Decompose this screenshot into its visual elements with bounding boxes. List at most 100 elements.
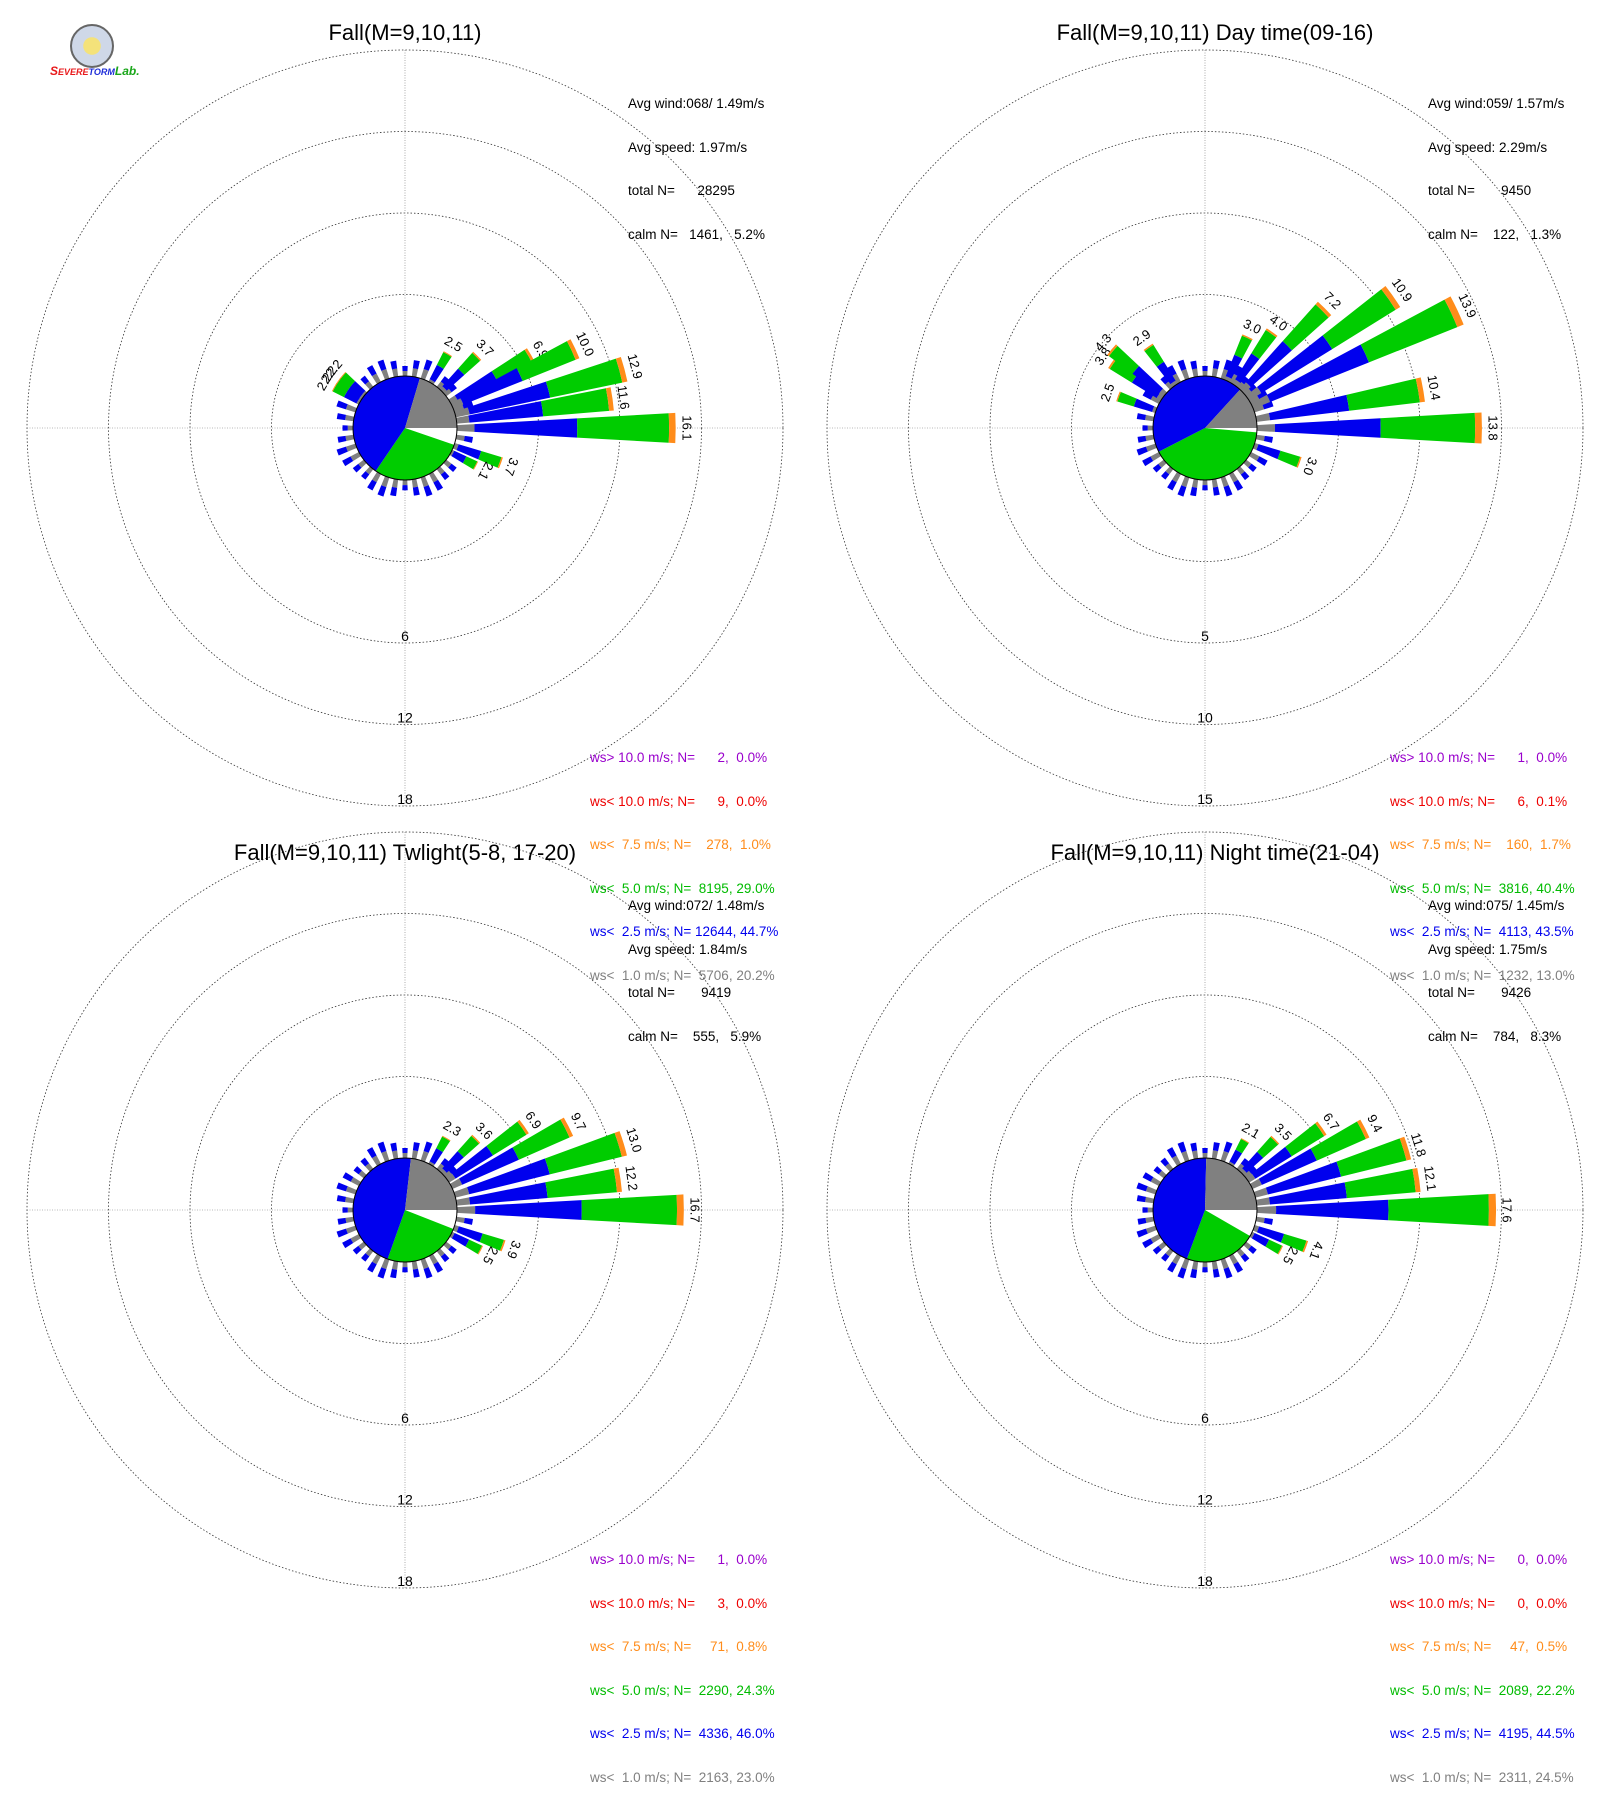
total-n: total N= 9426 [1428, 985, 1532, 1000]
spoke-segment-lt1 [1202, 1153, 1208, 1159]
spoke-segment-lt5 [1257, 1136, 1279, 1158]
spoke-segment-lt1 [372, 1253, 381, 1265]
spoke-segment-lt7_5 [517, 1119, 529, 1135]
spoke-segment-lt2_5 [1268, 394, 1350, 421]
spoke-label: 3.7 [501, 456, 521, 478]
spoke-segment-lt2_5 [1160, 1157, 1170, 1167]
spoke-segment-lt1 [1256, 1206, 1277, 1214]
spoke-segment-lt5 [1282, 304, 1329, 351]
spoke-segment-lt2_5 [442, 368, 465, 391]
legend-lt1: ws< 1.0 m/s; N= 1232, 13.0% [1390, 967, 1575, 983]
spoke-segment-lt1 [350, 1234, 362, 1244]
spoke-segment-lt2_5 [336, 446, 348, 456]
spoke-segment-lt1 [1229, 373, 1238, 385]
spoke-segment-lt2_5 [1258, 1148, 1317, 1185]
spoke-segment-lt2_5 [463, 435, 473, 443]
spoke-segment-lt7_5 [335, 377, 342, 386]
spoke-segment-lt2_5 [440, 376, 450, 385]
spoke-segment-lt1 [345, 404, 357, 413]
spoke-segment-lt1 [1181, 1151, 1190, 1162]
spoke-segment-lt5 [1117, 391, 1137, 407]
spoke-segment-lt1 [436, 1248, 445, 1257]
spoke-segment-lt2_5 [1202, 1267, 1208, 1273]
spoke-segment-lt5 [462, 456, 478, 470]
total-n: total N= 9419 [628, 985, 732, 1000]
avg-wind: Avg wind:068/ 1.49m/s [628, 96, 765, 111]
spoke-segment-lt2_5 [1190, 1142, 1198, 1152]
pie-slice-calm [1205, 428, 1257, 433]
calm-n: calm N= 1461, 5.2% [628, 226, 765, 242]
spoke-segment-lt1 [1239, 1168, 1247, 1176]
spoke-segment-lt1 [454, 407, 470, 418]
spoke-segment-lt1 [1255, 413, 1271, 422]
spoke-segment-lt7_5 [1107, 344, 1118, 357]
spoke-segment-lt2_5 [467, 1158, 550, 1195]
spoke-label: 13.0 [623, 1126, 645, 1155]
spoke-segment-lt2_5 [1177, 1267, 1187, 1279]
spoke-segment-lt2_5 [1161, 471, 1170, 480]
spoke-segment-lt1 [1202, 479, 1208, 486]
spoke-segment-lt2_5 [1152, 1245, 1162, 1255]
spoke-segment-lt1 [429, 471, 438, 483]
spoke-segment-lt2_5 [467, 381, 551, 415]
spoke-segment-lt1 [347, 425, 354, 431]
spoke-segment-lt5 [478, 451, 502, 468]
spoke-segment-lt2_5 [1202, 366, 1208, 372]
spoke-segment-lt2_5 [390, 360, 398, 370]
spoke-segment-lt2_5 [336, 413, 347, 421]
spoke-segment-lt1 [1256, 1197, 1270, 1206]
spoke-segment-lt2_5 [402, 1267, 408, 1273]
spoke-segment-lt1 [1243, 1241, 1252, 1250]
spoke-segment-lt2_5 [336, 400, 348, 410]
spoke-segment-lt2_5 [1240, 1253, 1250, 1263]
spoke-segment-lt1 [381, 1151, 390, 1162]
spoke-segment-lt2_5 [448, 463, 457, 473]
spoke-segment-lt1 [358, 1170, 367, 1179]
range-ring [908, 131, 1502, 725]
spoke-segment-lt2_5 [474, 418, 578, 438]
legend-gt10: ws> 10.0 m/s; N= 1, 0.0% [590, 1552, 768, 1567]
spoke-segment-lt2_5 [343, 390, 360, 404]
spoke-segment-lt2_5 [1276, 1199, 1389, 1221]
spoke-segment-lt1 [1165, 1248, 1174, 1257]
pie-slice-lt1 [405, 1158, 457, 1210]
spoke-segment-lt1 [443, 1241, 452, 1250]
spoke-segment-lt1 [1229, 1253, 1238, 1265]
spoke-segment-lt2_5 [454, 371, 498, 402]
spoke-segment-lt2_5 [1153, 1166, 1162, 1175]
spoke-segment-lt2_5 [352, 1245, 362, 1255]
spoke-segment-lt1 [436, 466, 445, 475]
spoke-segment-lt7_5 [1415, 377, 1425, 403]
spoke-segment-lt1 [450, 398, 464, 409]
spoke-segment-lt7_5 [1399, 1136, 1412, 1161]
spoke-segment-lt2_5 [1133, 398, 1155, 413]
spoke-segment-lt1 [402, 1261, 408, 1268]
spoke-segment-lt2_5 [342, 1172, 354, 1182]
spoke-segment-lt7_5 [615, 357, 628, 383]
spoke-segment-lt2_5 [390, 486, 398, 497]
spoke-segment-lt2_5 [456, 1226, 483, 1242]
spoke-segment-lt5 [1322, 289, 1396, 350]
ring-label: 10 [1197, 710, 1213, 726]
spoke-segment-lt1 [1158, 1241, 1167, 1250]
spoke-segment-lt1 [365, 381, 374, 390]
spoke-segment-lt2_5 [1167, 1261, 1177, 1273]
spoke-segment-lt2_5 [337, 435, 347, 443]
spoke-segment-lt7_5 [331, 383, 338, 392]
wind-stats: Avg wind:075/ 1.45m/s Avg speed: 1.75m/s… [1428, 870, 1564, 1073]
spoke-segment-lt2_5 [1167, 479, 1177, 491]
spoke-segment-lt2_5 [1233, 479, 1244, 491]
spoke-segment-lt7_5 [1116, 391, 1121, 402]
pie-outline [1152, 1157, 1258, 1263]
pie-slice-lt2_5 [1153, 1158, 1207, 1259]
spoke-segment-lt2_5 [1240, 471, 1250, 481]
spoke-segment-lt1 [1220, 1150, 1229, 1162]
spoke-segment-lt7_5 [1277, 1245, 1284, 1255]
spoke-segment-lt2_5 [429, 364, 444, 383]
spoke-segment-lt2_5 [342, 1207, 348, 1213]
spoke-segment-lt5 [486, 1121, 527, 1156]
spoke-segment-lt2_5 [1202, 485, 1208, 491]
spoke-segment-lt7_5 [473, 461, 479, 470]
